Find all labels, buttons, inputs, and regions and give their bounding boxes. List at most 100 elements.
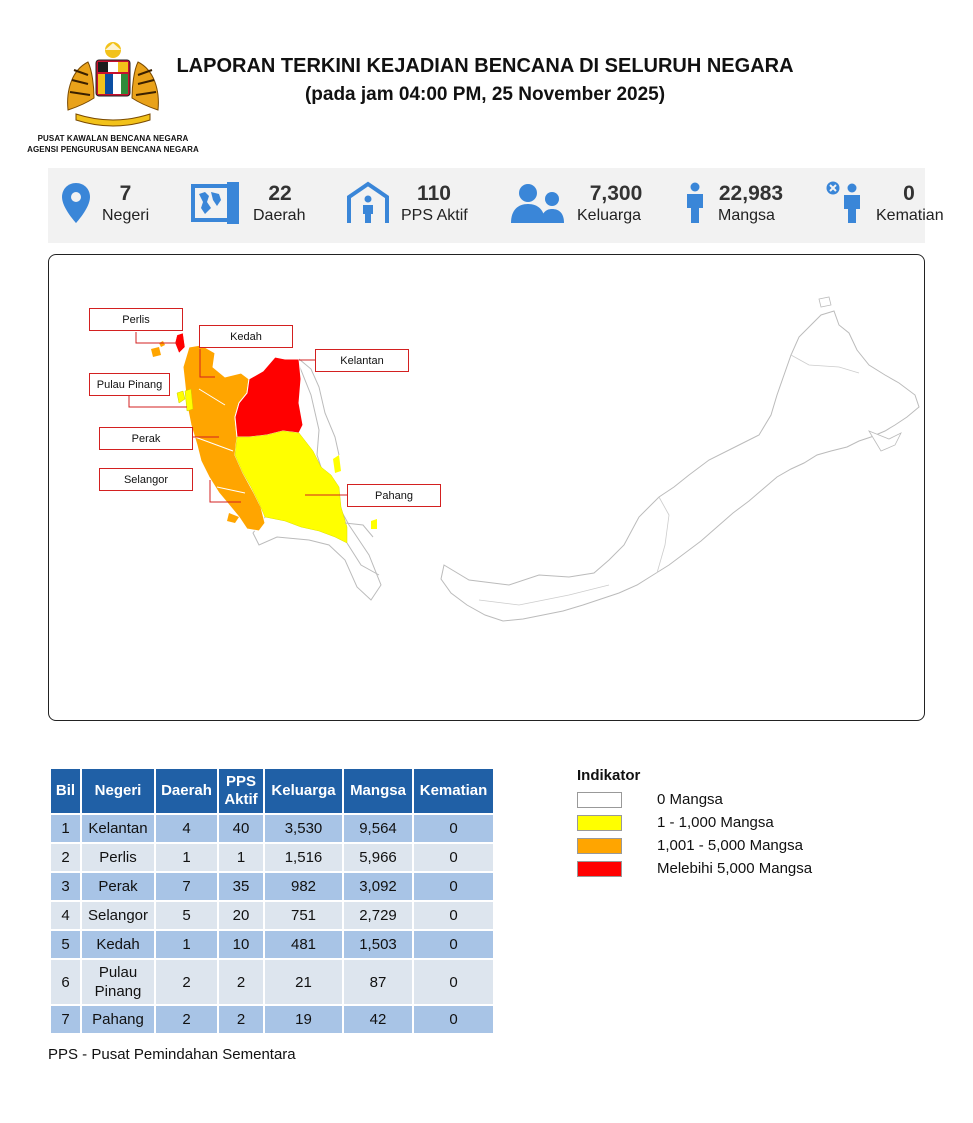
- cell-mangsa: 9,564: [344, 815, 412, 842]
- col-header-mangsa: Mangsa: [344, 769, 412, 813]
- shelter-icon: [347, 181, 389, 223]
- cell-kematian: 0: [414, 960, 493, 1004]
- cell-daerah: 1: [156, 844, 217, 871]
- cell-kematian: 0: [414, 1006, 493, 1033]
- stat-label-kematian: Kematian: [876, 207, 944, 224]
- cell-bil: 6: [51, 960, 80, 1004]
- table-row: 4 Selangor 5 20 751 2,729 0: [51, 902, 493, 929]
- stat-value-kematian: 0: [903, 182, 915, 205]
- cell-bil: 2: [51, 844, 80, 871]
- legend-title: Indikator: [577, 767, 641, 784]
- table-footnote: PPS - Pusat Pemindahan Sementara: [48, 1046, 296, 1063]
- cell-daerah: 1: [156, 931, 217, 958]
- cell-mangsa: 42: [344, 1006, 412, 1033]
- table-row: 6 Pulau Pinang 2 2 21 87 0: [51, 960, 493, 1004]
- map-label-kedah: Kedah: [199, 325, 293, 348]
- map-label-pulau-pinang: Pulau Pinang: [89, 373, 170, 396]
- cell-keluarga: 751: [265, 902, 342, 929]
- table-row: 1 Kelantan 4 40 3,530 9,564 0: [51, 815, 493, 842]
- col-header-negeri: Negeri: [82, 769, 154, 813]
- stat-label-mangsa: Mangsa: [718, 207, 775, 224]
- table-row: 3 Perak 7 35 982 3,092 0: [51, 873, 493, 900]
- map-label-kelantan: Kelantan: [315, 349, 409, 372]
- col-header-keluarga: Keluarga: [265, 769, 342, 813]
- cell-daerah: 4: [156, 815, 217, 842]
- cell-keluarga: 3,530: [265, 815, 342, 842]
- cell-keluarga: 982: [265, 873, 342, 900]
- summary-stats-bar: 7 Negeri 22 Daerah 110 PPS Aktif 7,300 K…: [48, 168, 944, 243]
- cell-pps: 2: [219, 1006, 263, 1033]
- stat-value-mangsa: 22,983: [718, 182, 784, 205]
- cell-kematian: 0: [414, 873, 493, 900]
- table-row: 5 Kedah 1 10 481 1,503 0: [51, 931, 493, 958]
- cell-daerah: 2: [156, 1006, 217, 1033]
- map-label-pahang: Pahang: [347, 484, 441, 507]
- map-pin-icon: [62, 183, 90, 223]
- cell-keluarga: 19: [265, 1006, 342, 1033]
- legend-label-mid: 1,001 - 5,000 Mangsa: [657, 837, 803, 854]
- cell-negeri-line1: Pulau: [98, 964, 138, 981]
- family-icon: [511, 184, 564, 223]
- cell-mangsa: 3,092: [344, 873, 412, 900]
- legend-swatch-mid: [577, 838, 622, 854]
- stat-label-negeri: Negeri: [102, 207, 150, 224]
- coat-of-arms-logo: [67, 42, 159, 127]
- cell-negeri: Pulau Pinang: [82, 960, 154, 1004]
- cell-daerah: 2: [156, 960, 217, 1004]
- cell-bil: 7: [51, 1006, 80, 1033]
- cell-kematian: 0: [414, 844, 493, 871]
- legend-swatch-none: [577, 792, 622, 808]
- cell-kematian: 0: [414, 815, 493, 842]
- cell-bil: 1: [51, 815, 80, 842]
- stat-label-pps: PPS Aktif: [401, 207, 468, 224]
- state-kelantan: [234, 356, 304, 438]
- state-pahang: [234, 430, 348, 544]
- cell-negeri: Kelantan: [82, 815, 154, 842]
- cell-pps: 40: [219, 815, 263, 842]
- cell-bil: 5: [51, 931, 80, 958]
- cell-bil: 4: [51, 902, 80, 929]
- disaster-map-panel: Perlis Kedah Kelantan Pulau Pinang Perak…: [48, 254, 925, 721]
- agency-name-line2: AGENSI PENGURUSAN BENCANA NEGARA: [27, 145, 199, 154]
- page-title: LAPORAN TERKINI KEJADIAN BENCANA DI SELU…: [176, 55, 794, 77]
- cases-by-state-table: Bil Negeri Daerah PPS Aktif Keluarga Mang…: [49, 767, 495, 1035]
- cell-mangsa: 87: [344, 960, 412, 1004]
- col-header-pps-line2: Aktif: [224, 791, 258, 808]
- cell-keluarga: 1,516: [265, 844, 342, 871]
- cell-kematian: 0: [414, 902, 493, 929]
- cell-negeri-line2: Pinang: [94, 983, 142, 1000]
- stat-value-daerah: 22: [268, 182, 292, 205]
- cell-mangsa: 1,503: [344, 931, 412, 958]
- map-label-selangor: Selangor: [99, 468, 193, 491]
- person-icon: [687, 182, 703, 223]
- legend-swatch-high: [577, 861, 622, 877]
- cell-daerah: 5: [156, 902, 217, 929]
- legend-label-high: Melebihi 5,000 Mangsa: [657, 860, 813, 877]
- cell-pps: 20: [219, 902, 263, 929]
- cell-negeri: Kedah: [82, 931, 154, 958]
- map-label-perak: Perak: [99, 427, 193, 450]
- state-perlis: [174, 332, 186, 354]
- cell-mangsa: 5,966: [344, 844, 412, 871]
- col-header-daerah: Daerah: [156, 769, 217, 813]
- legend-swatch-low: [577, 815, 622, 831]
- cell-negeri: Selangor: [82, 902, 154, 929]
- stat-label-keluarga: Keluarga: [577, 207, 642, 224]
- legend-label-low: 1 - 1,000 Mangsa: [657, 814, 774, 831]
- cell-pps: 10: [219, 931, 263, 958]
- table-row: 7 Pahang 2 2 19 42 0: [51, 1006, 493, 1033]
- page-subtitle: (pada jam 04:00 PM, 25 November 2025): [304, 84, 666, 105]
- district-map-icon: [191, 182, 239, 224]
- cell-keluarga: 21: [265, 960, 342, 1004]
- death-icon: [826, 181, 860, 223]
- col-header-kematian: Kematian: [414, 769, 493, 813]
- state-pulau-pinang: [176, 390, 186, 404]
- cell-kematian: 0: [414, 931, 493, 958]
- cell-pps: 2: [219, 960, 263, 1004]
- malaysia-map: [128, 296, 920, 622]
- cell-pps: 35: [219, 873, 263, 900]
- table-row: 2 Perlis 1 1 1,516 5,966 0: [51, 844, 493, 871]
- col-header-bil: Bil: [51, 769, 80, 813]
- agency-name-line1: PUSAT KAWALAN BENCANA NEGARA: [37, 134, 189, 143]
- cell-pps: 1: [219, 844, 263, 871]
